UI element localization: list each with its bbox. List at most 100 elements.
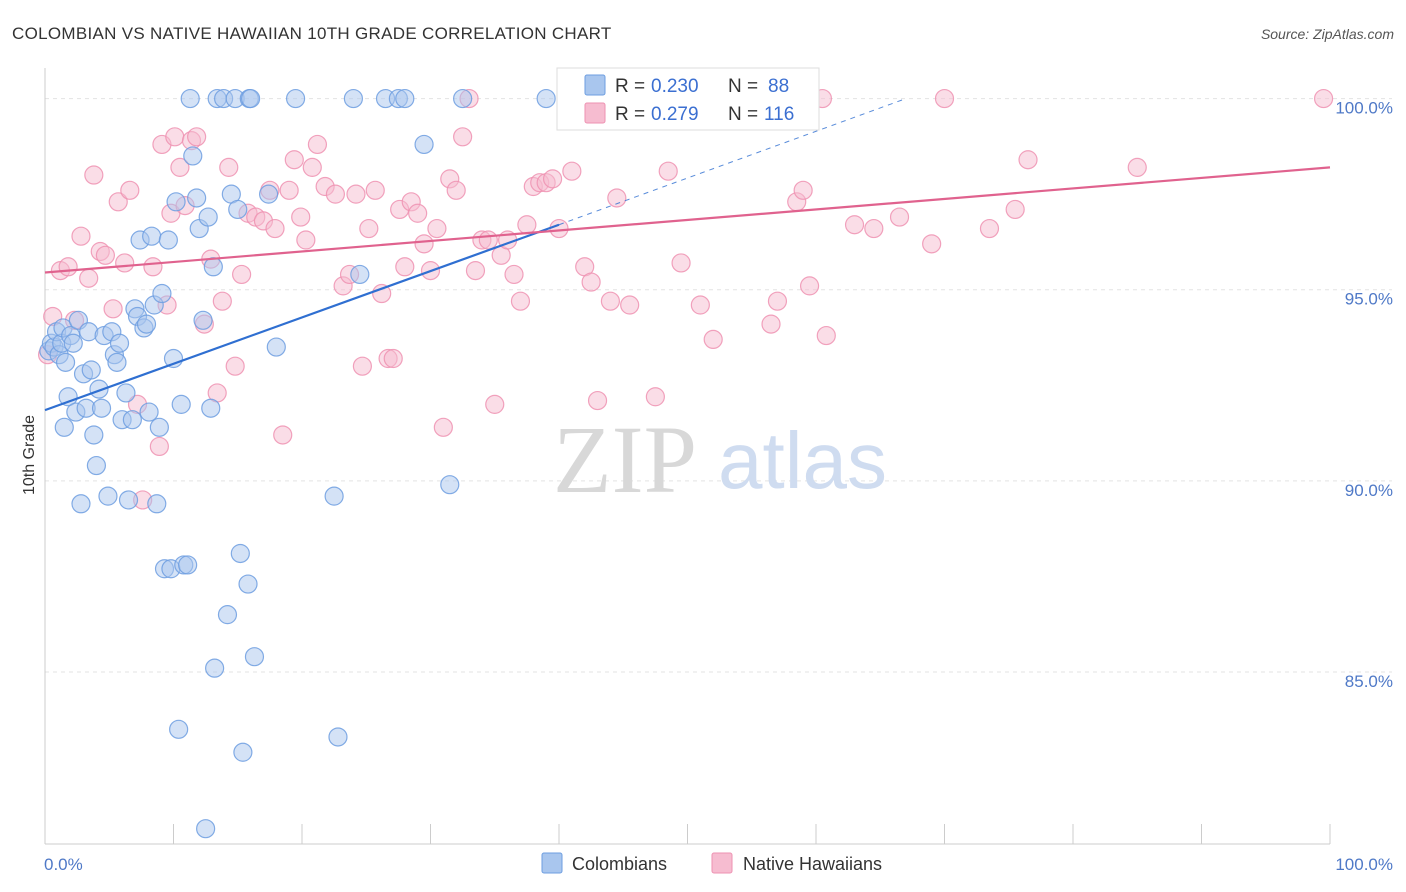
colombian-point bbox=[166, 192, 186, 212]
legend-n-value-colombian: 88 bbox=[768, 76, 789, 97]
colombian-point bbox=[107, 352, 127, 372]
hawaiian-point bbox=[212, 291, 232, 311]
colombian-point bbox=[89, 379, 109, 399]
colombian-point bbox=[258, 184, 279, 204]
legend-r-value-colombian: 0.230 bbox=[651, 76, 699, 97]
hawaiian-point bbox=[504, 264, 524, 285]
hawaiian-point bbox=[979, 218, 1000, 239]
hawaiian-point bbox=[620, 295, 640, 315]
hawaiian-point bbox=[219, 157, 239, 177]
hawaiian-point bbox=[922, 234, 942, 254]
watermark-zip: ZIP bbox=[553, 406, 697, 513]
hawaiian-point bbox=[408, 203, 428, 223]
hawaiian-point bbox=[1127, 157, 1147, 177]
colombian-point bbox=[55, 352, 76, 372]
colombian-point bbox=[230, 543, 250, 564]
hawaiian-point bbox=[120, 180, 140, 200]
colombian-point bbox=[193, 310, 213, 330]
chart-source: Source: ZipAtlas.com bbox=[1261, 26, 1394, 42]
hawaiian-point bbox=[542, 169, 563, 189]
bottom-legend-colombians: Colombians bbox=[572, 854, 667, 874]
colombian-point bbox=[91, 398, 112, 418]
hawaiian-point bbox=[864, 218, 884, 239]
legend-swatch-hawaiian bbox=[584, 102, 606, 124]
hawaiian-point bbox=[510, 291, 531, 311]
colombian-point bbox=[228, 199, 248, 220]
trend-lines bbox=[44, 98, 1331, 412]
hawaiian-point bbox=[187, 127, 207, 147]
colombian-point bbox=[152, 283, 172, 304]
colombian-point bbox=[183, 146, 203, 166]
colombian-point bbox=[136, 314, 157, 334]
hawaiian-point bbox=[103, 299, 123, 319]
colombian-point bbox=[238, 574, 258, 594]
colombian-point bbox=[158, 230, 178, 250]
hawaiian-point bbox=[170, 157, 190, 177]
y-tick-label: 100.0% bbox=[1335, 99, 1393, 118]
legend-r-value-hawaiian: 0.279 bbox=[651, 104, 699, 125]
bottom-legend-swatch-hawaiian bbox=[711, 852, 733, 874]
legend-n-value-hawaiian: 116 bbox=[764, 104, 794, 125]
colombian-point bbox=[205, 658, 225, 678]
legend-r-label-hawaiian: R = bbox=[615, 104, 645, 125]
hawaiian-point bbox=[816, 325, 836, 346]
bottom-legend-swatch-colombian bbox=[541, 852, 563, 874]
hawaiian-point bbox=[485, 394, 505, 414]
hawaiian-point bbox=[478, 230, 498, 250]
colombian-point bbox=[196, 819, 216, 839]
colombian-point bbox=[217, 605, 238, 625]
hawaiian-point bbox=[934, 88, 955, 109]
legend: R = 0.230 N = 88 R = 0.279 N = 116 bbox=[556, 67, 820, 131]
hawaiian-point bbox=[279, 180, 299, 200]
colombian-point bbox=[203, 257, 223, 277]
legend-swatch-colombian bbox=[584, 74, 606, 96]
x-tick-label: 100.0% bbox=[1335, 855, 1393, 874]
y-axis-label: 10th Grade bbox=[21, 415, 38, 495]
chart-title: COLOMBIAN VS NATIVE HAWAIIAN 10TH GRADE … bbox=[12, 24, 612, 43]
hawaiian-point bbox=[549, 218, 569, 239]
hawaiian-point bbox=[273, 425, 293, 445]
colombian-point bbox=[71, 494, 91, 514]
legend-n-label-colombian: N = bbox=[728, 76, 758, 97]
hawaiian-point bbox=[799, 276, 820, 296]
colombian-point bbox=[324, 486, 344, 506]
colombian-point bbox=[116, 383, 136, 403]
hawaiian-point bbox=[372, 283, 392, 304]
hawaiian-point bbox=[453, 127, 473, 147]
hawaiian-point bbox=[71, 226, 91, 246]
hawaiian-point bbox=[302, 157, 322, 177]
colombian-point bbox=[285, 88, 306, 109]
hawaiian-point bbox=[296, 230, 316, 250]
hawaiian-point bbox=[427, 218, 447, 239]
hawaiian-point bbox=[767, 291, 788, 311]
hawaiian-point bbox=[284, 150, 304, 170]
colombian-points bbox=[39, 88, 556, 839]
hawaiian-point bbox=[844, 215, 865, 235]
colombian-point bbox=[54, 417, 74, 437]
hawaiian-point bbox=[607, 188, 627, 208]
colombian-point bbox=[241, 88, 261, 109]
hawaiian-point bbox=[383, 348, 403, 369]
colombian-point bbox=[440, 475, 460, 495]
hawaiian-point bbox=[658, 161, 678, 181]
hawaiian-point bbox=[703, 329, 723, 350]
colombian-point bbox=[178, 555, 198, 575]
colombian-point bbox=[84, 425, 104, 445]
hawaiian-point bbox=[291, 207, 311, 227]
colombian-point bbox=[453, 88, 473, 109]
colombian-point bbox=[63, 333, 83, 353]
colombian-point bbox=[198, 207, 218, 227]
colombian-point bbox=[395, 88, 415, 109]
watermark: ZIP atlas bbox=[553, 406, 887, 513]
y-tick-label: 85.0% bbox=[1345, 672, 1393, 691]
hawaiian-point bbox=[95, 245, 115, 265]
colombian-point bbox=[350, 264, 370, 285]
hawaiian-point bbox=[165, 127, 185, 147]
hawaiian-point bbox=[600, 291, 621, 311]
axes bbox=[44, 68, 1331, 845]
x-tick-labels: 0.0% 100.0% bbox=[44, 855, 1393, 874]
hawaiian-point bbox=[1005, 199, 1025, 220]
colombian-point bbox=[536, 88, 556, 109]
hawaiian-point bbox=[395, 257, 415, 277]
